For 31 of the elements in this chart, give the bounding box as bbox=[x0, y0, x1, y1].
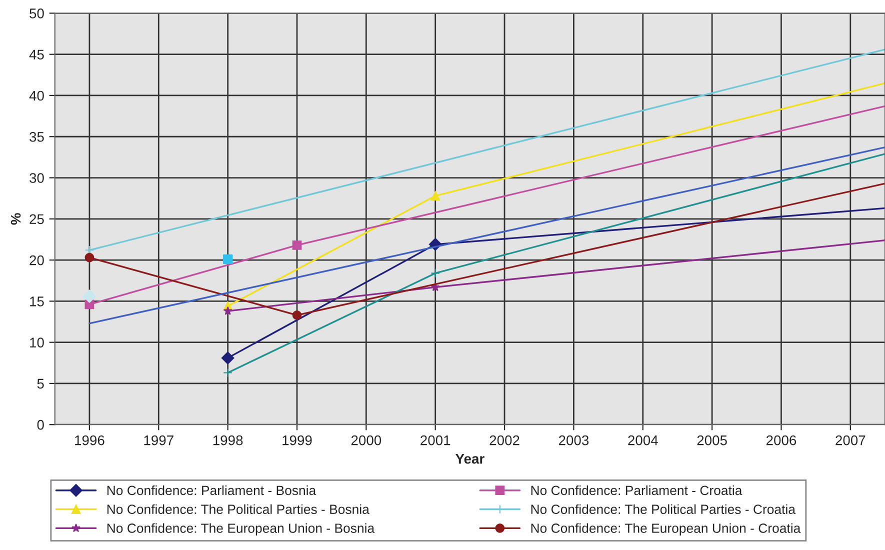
x-tick-label: 1999 bbox=[282, 435, 312, 446]
y-tick-label: 35 bbox=[30, 132, 44, 142]
y-tick-label: 45 bbox=[29, 50, 44, 60]
legend-label: No Confidence: The European Union - Croatia bbox=[531, 523, 801, 536]
y-tick-label: 10 bbox=[30, 338, 44, 348]
x-axis-title: Year bbox=[455, 454, 484, 464]
x-tick-label: 1996 bbox=[75, 435, 104, 446]
y-axis-title: % bbox=[10, 213, 21, 225]
x-tick-label: 2002 bbox=[490, 435, 520, 446]
y-tick-label: 50 bbox=[30, 8, 44, 18]
legend-label: No Confidence: The Political Parties - Croatia bbox=[531, 504, 796, 514]
y-tick-label: 20 bbox=[30, 255, 44, 266]
y-tick-label: 30 bbox=[30, 173, 44, 183]
y-tick-label: 0 bbox=[37, 420, 44, 430]
x-tick-label: 2006 bbox=[766, 435, 796, 446]
x-tick-label: 1998 bbox=[213, 435, 243, 446]
y-tick-label: 5 bbox=[37, 378, 44, 389]
x-tick-label: 2004 bbox=[628, 435, 658, 446]
legend-label: No Confidence: The Political Parties - Bosnia bbox=[107, 504, 370, 514]
y-tick-label: 15 bbox=[30, 296, 44, 306]
legend-label: No Confidence: Parliament - Bosnia bbox=[107, 485, 316, 496]
x-tick-label: 2005 bbox=[697, 435, 727, 446]
legend-label: No Confidence: The European Union - Bosnia bbox=[107, 523, 375, 536]
x-tick-label: 2003 bbox=[558, 435, 589, 446]
legend-label: No Confidence: Parliament - Croatia bbox=[531, 485, 742, 496]
x-tick-label: 2000 bbox=[351, 435, 382, 446]
x-tick-label: 1997 bbox=[144, 435, 174, 446]
x-tick-label: 2001 bbox=[420, 435, 450, 446]
y-tick-label: 25 bbox=[30, 214, 44, 224]
x-tick-label: 2007 bbox=[836, 435, 866, 446]
y-tick-label: 40 bbox=[29, 90, 44, 101]
